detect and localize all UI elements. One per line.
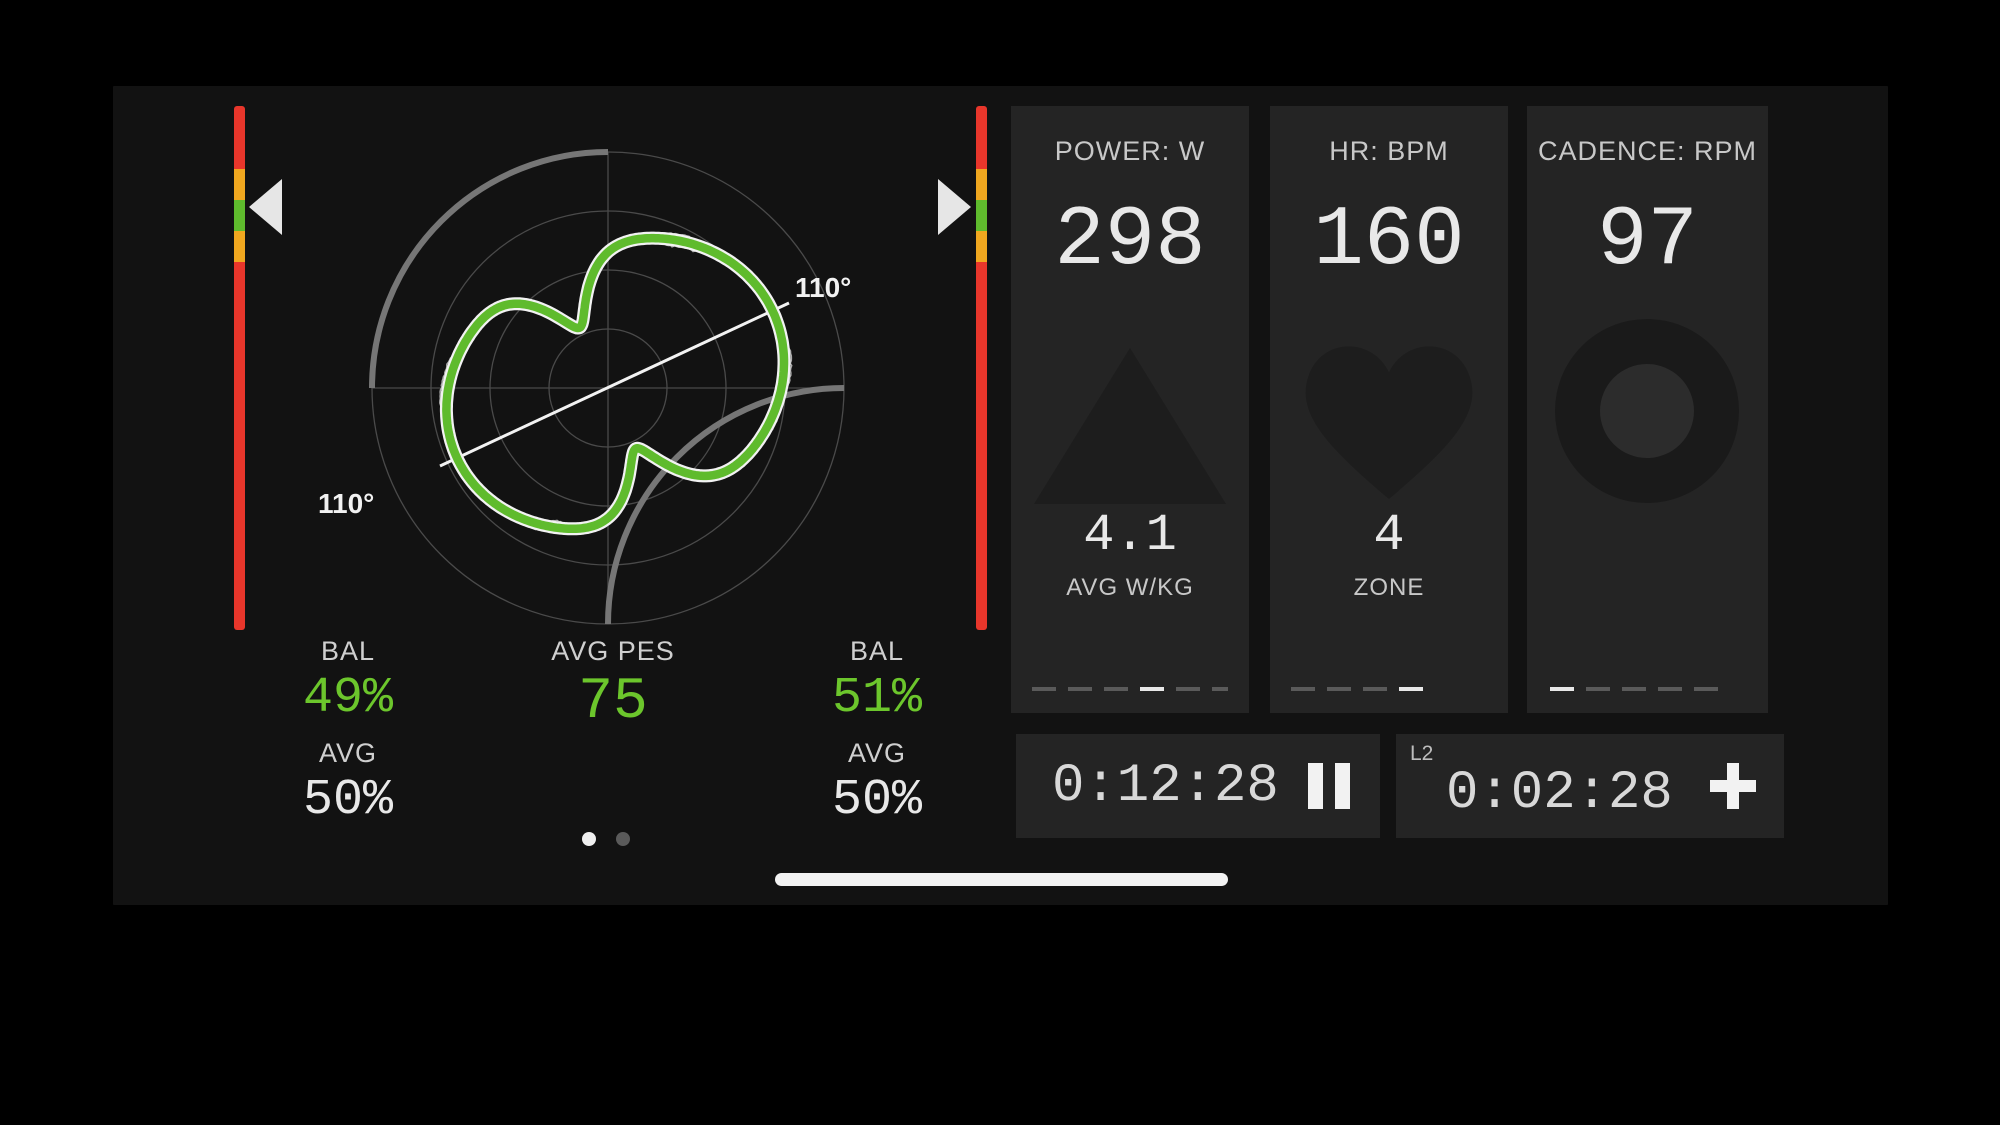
svg-text:110°: 110° [318, 488, 374, 519]
svg-text:110°: 110° [795, 272, 851, 303]
